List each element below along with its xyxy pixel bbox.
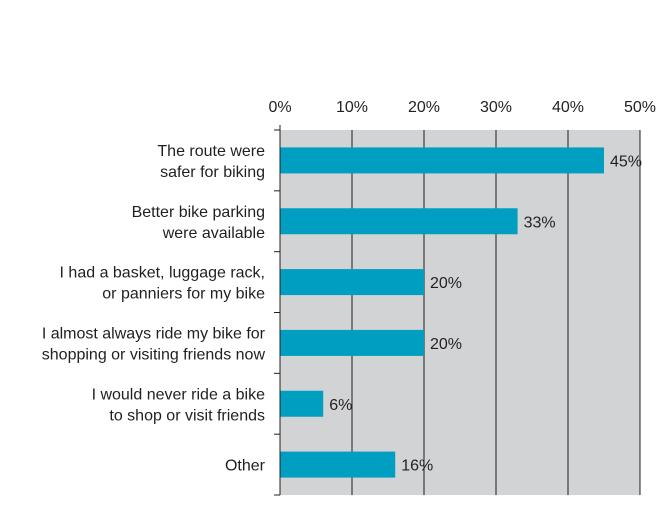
category-label: I had a basket, luggage rack, or panniers… [60,265,266,303]
plot-background [280,130,640,495]
bar-5 [280,451,396,478]
bars [280,147,604,478]
bar-2 [280,269,424,296]
category-label-line: I would never ride a bike [92,386,266,403]
category-label-line: I almost always ride my bike for [42,325,266,342]
x-tick-label: 10% [336,99,368,116]
category-label: Other [225,458,266,475]
category-label-line: to shop or visit friends [109,407,265,424]
value-label: 33% [524,214,556,231]
category-label-line: Better bike parking [132,204,265,221]
bar-1 [280,208,518,235]
bar-3 [280,329,424,356]
x-tick-label: 0% [268,99,291,116]
x-tick-label: 20% [408,99,440,116]
category-label-line: or panniers for my bike [102,286,265,303]
category-label: I would never ride a bike to shop or visi… [92,386,266,424]
bar-4 [280,390,324,417]
category-label-line: I had a basket, luggage rack, [60,265,265,282]
labels: 0% 10% 20% 30% 40% 50% 45% The route were safer … [42,99,656,475]
category-label-line: Other [225,458,266,475]
bar-0 [280,147,604,174]
x-tick-label: 40% [552,99,584,116]
x-tick-label: 30% [480,99,512,116]
category-label: Better bike parking were available [132,204,266,242]
axes [274,125,281,496]
category-label: I almost always ride my bike for shopping… [42,325,266,363]
category-label-line: were available [162,225,265,242]
gridlines [351,130,641,495]
category-label-line: The route were [157,143,265,160]
plot-area [280,130,640,495]
value-label: 6% [329,397,352,414]
value-label: 45% [610,153,642,170]
value-label: 20% [430,275,462,292]
value-label: 16% [401,458,433,475]
x-tick-label: 50% [624,99,656,116]
category-label: The route were safer for biking [157,143,265,181]
category-label-line: safer for biking [160,164,265,181]
value-label: 20% [430,336,462,353]
category-label-line: shopping or visiting friends now [42,346,266,363]
